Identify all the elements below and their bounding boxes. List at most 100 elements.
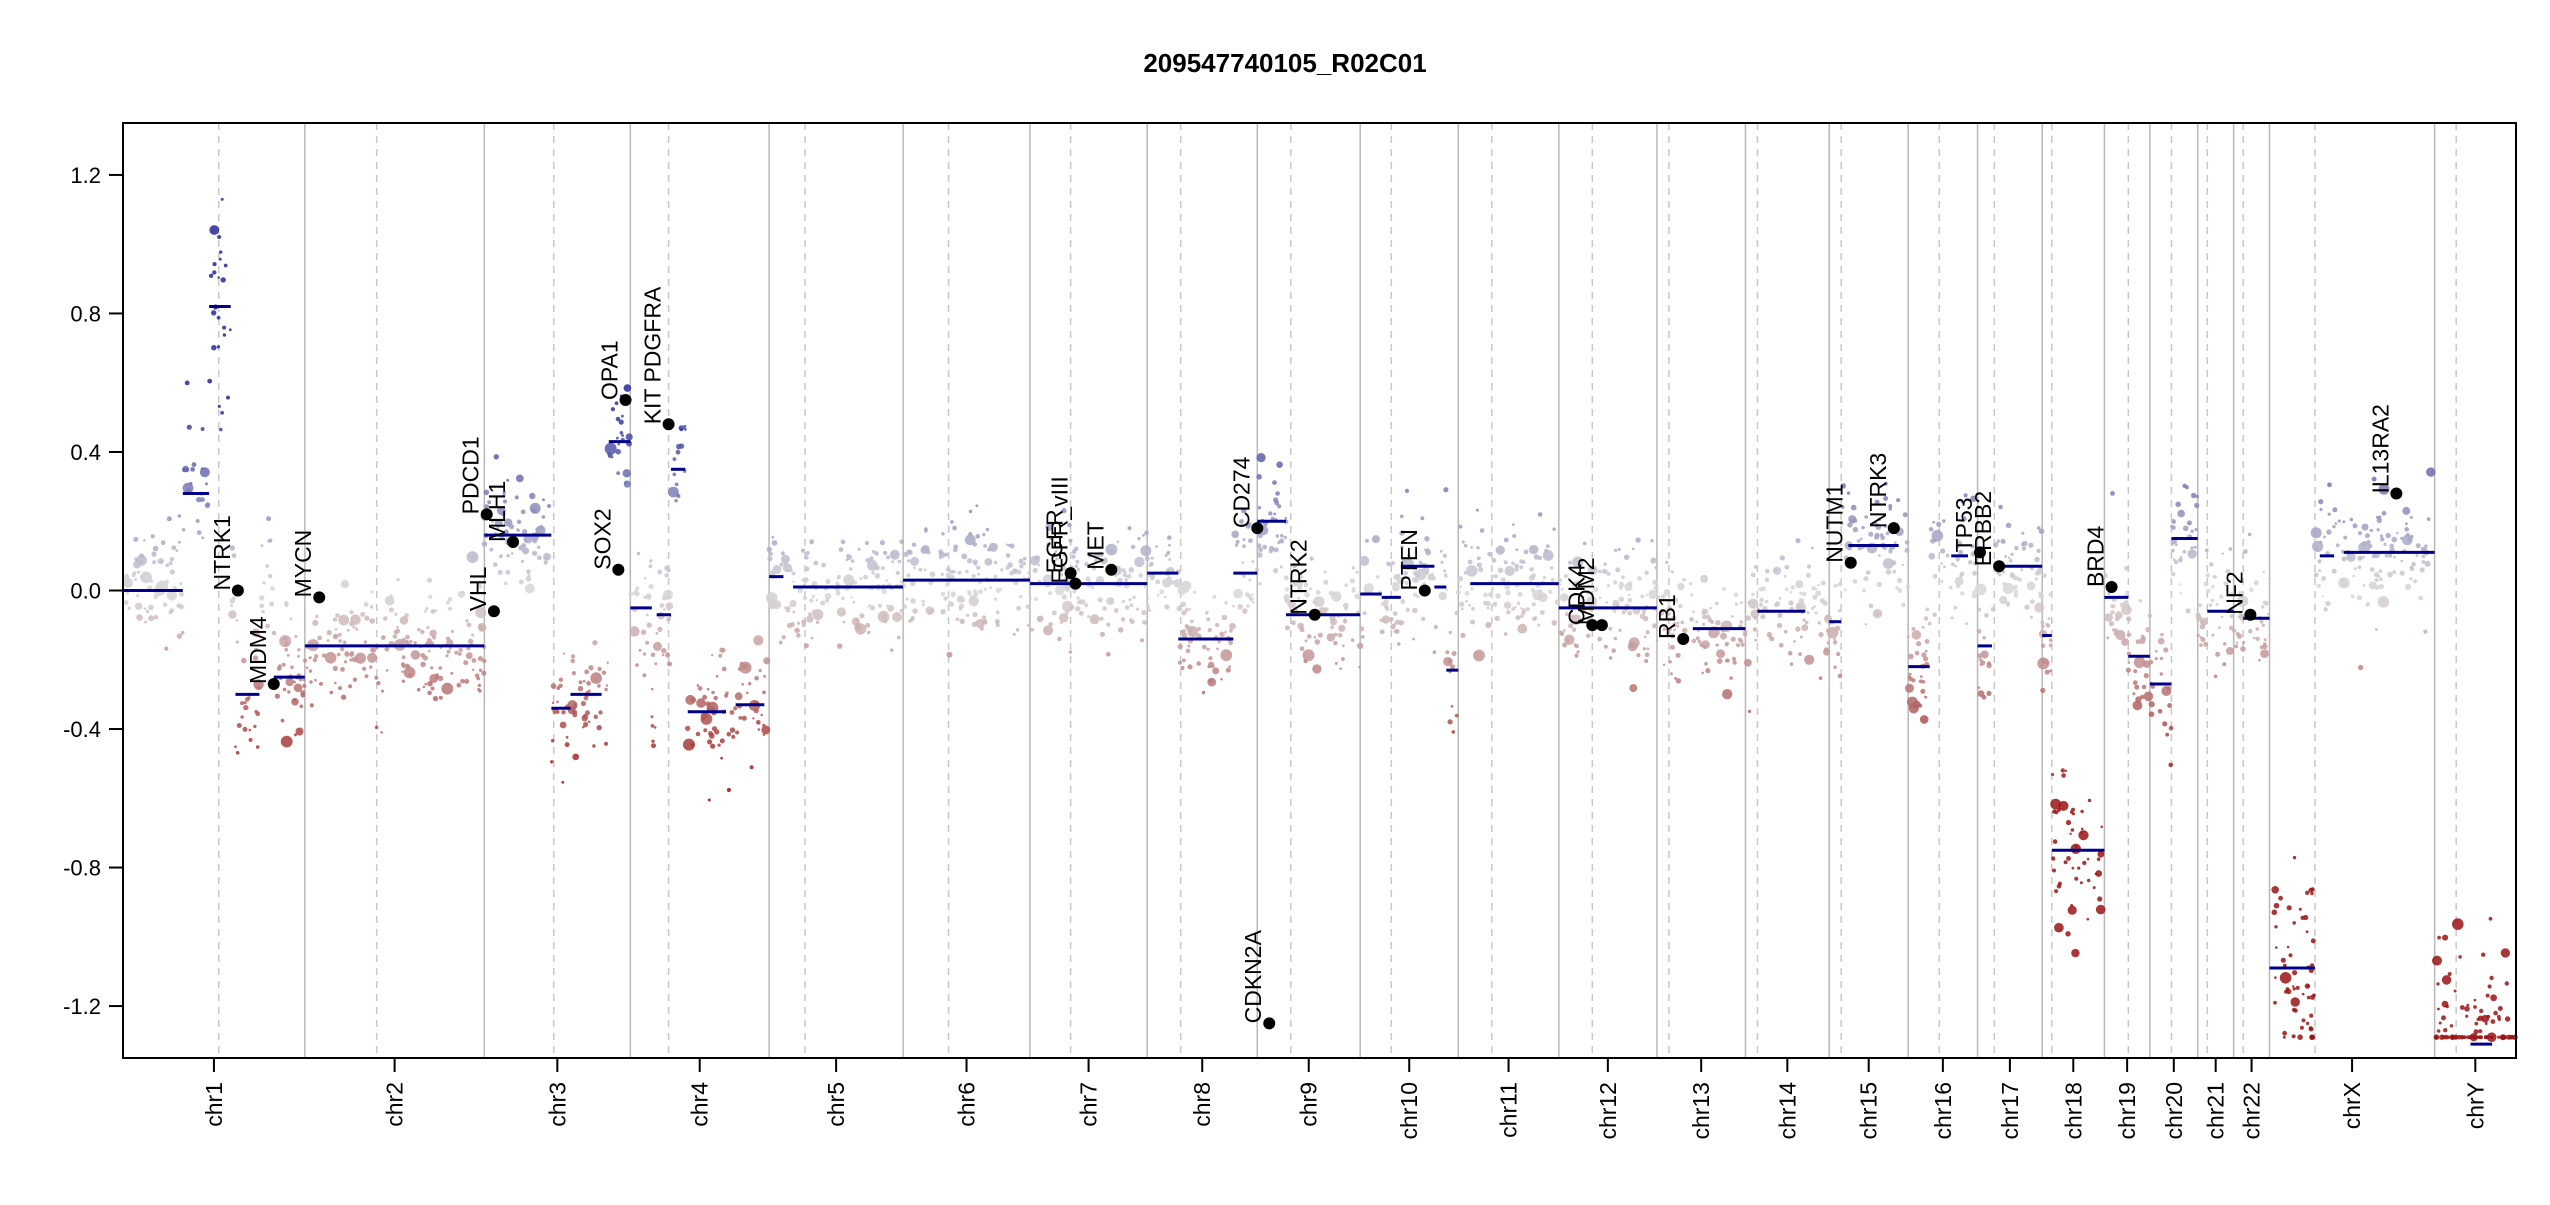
probe-point (2212, 574, 2217, 579)
probe-point (2376, 517, 2382, 524)
probe-point (1882, 558, 1894, 569)
probe-point (1000, 568, 1004, 572)
probe-point (711, 690, 715, 695)
probe-point (2014, 593, 2019, 598)
probe-point (1692, 610, 1695, 613)
probe-point (2013, 589, 2019, 595)
probe-point (1448, 630, 1453, 635)
gene-label: TP53 (1951, 497, 1977, 552)
probe-point (1454, 713, 1459, 718)
probe-point (450, 629, 455, 634)
probe-point (340, 667, 345, 672)
probe-point (228, 610, 237, 619)
probe-point (1073, 546, 1079, 552)
probe-point (770, 598, 775, 603)
probe-point (1173, 579, 1183, 588)
probe-point (918, 567, 923, 572)
probe-point (721, 647, 726, 653)
probe-point (971, 574, 976, 578)
probe-point (1914, 650, 1920, 656)
probe-point (525, 576, 532, 582)
probe-point (2253, 580, 2259, 586)
probe-point (661, 653, 665, 657)
probe-point (2349, 517, 2354, 522)
probe-point (2069, 810, 2074, 814)
probe-point (610, 455, 614, 459)
probe-point (1592, 596, 1596, 600)
probe-point (405, 640, 410, 645)
probe-point (762, 733, 766, 736)
probe-point (2034, 556, 2040, 563)
probe-point (617, 443, 620, 446)
probe-point (1923, 616, 1929, 621)
probe-point (235, 619, 239, 622)
probe-point (1219, 631, 1225, 638)
probe-point (809, 598, 814, 603)
probe-point (2438, 1021, 2442, 1025)
probe-point (2051, 773, 2055, 776)
probe-point (2458, 955, 2462, 959)
probe-point (1627, 641, 1638, 652)
probe-point (1272, 480, 1277, 485)
probe-point (2030, 615, 2033, 619)
probe-point (1360, 635, 1365, 639)
probe-point (1503, 632, 1508, 636)
probe-point (2426, 467, 2436, 477)
probe-point (2110, 604, 2114, 608)
probe-point (570, 658, 575, 664)
probe-point (420, 661, 426, 668)
probe-point (1896, 498, 1901, 503)
probe-point (1852, 579, 1858, 584)
probe-point (2497, 1035, 2501, 1039)
probe-point (334, 628, 338, 631)
gene-label: CDKN2A (1240, 929, 1266, 1023)
probe-point (1783, 629, 1788, 634)
probe-point (2378, 569, 2383, 573)
probe-point (2047, 617, 2051, 620)
probe-point (1262, 544, 1268, 550)
probe-point (2366, 540, 2371, 545)
probe-point (2479, 1008, 2484, 1014)
probe-point (1608, 656, 1613, 660)
probe-point (2174, 543, 2178, 547)
probe-point (956, 595, 965, 603)
probe-point (2343, 535, 2348, 540)
probe-point (939, 556, 942, 560)
probe-point (604, 442, 617, 455)
probe-point (865, 622, 871, 628)
probe-point (597, 684, 601, 688)
probe-point (1060, 621, 1063, 624)
probe-point (1440, 560, 1444, 565)
probe-point (913, 566, 916, 570)
probe-point (945, 582, 950, 587)
probe-point (1574, 653, 1579, 658)
probe-point (348, 684, 353, 689)
probe-point (1180, 629, 1186, 635)
probe-point (1562, 642, 1568, 648)
probe-point (1251, 593, 1254, 596)
probe-point (1700, 574, 1709, 583)
probe-point (1309, 556, 1314, 561)
gene-label: VHL (465, 566, 491, 611)
probe-point (1306, 634, 1312, 639)
probe-point (1670, 570, 1675, 574)
probe-point (2301, 1018, 2306, 1023)
probe-point (2074, 876, 2079, 881)
x-tick-label: chr18 (2060, 1082, 2086, 1140)
probe-point (248, 728, 252, 732)
probe-point (1273, 512, 1277, 516)
probe-point (309, 703, 314, 708)
probe-point (489, 547, 494, 552)
probe-point (700, 713, 713, 725)
probe-point (2310, 938, 2316, 944)
probe-point (588, 665, 594, 671)
probe-point (1517, 623, 1528, 634)
probe-point (1701, 671, 1704, 675)
probe-point (1068, 650, 1073, 654)
probe-point (319, 681, 323, 686)
probe-point (1742, 632, 1748, 637)
probe-point (1005, 543, 1009, 546)
probe-point (2006, 603, 2010, 607)
probe-point (1229, 622, 1236, 630)
probe-point (1273, 547, 1279, 553)
